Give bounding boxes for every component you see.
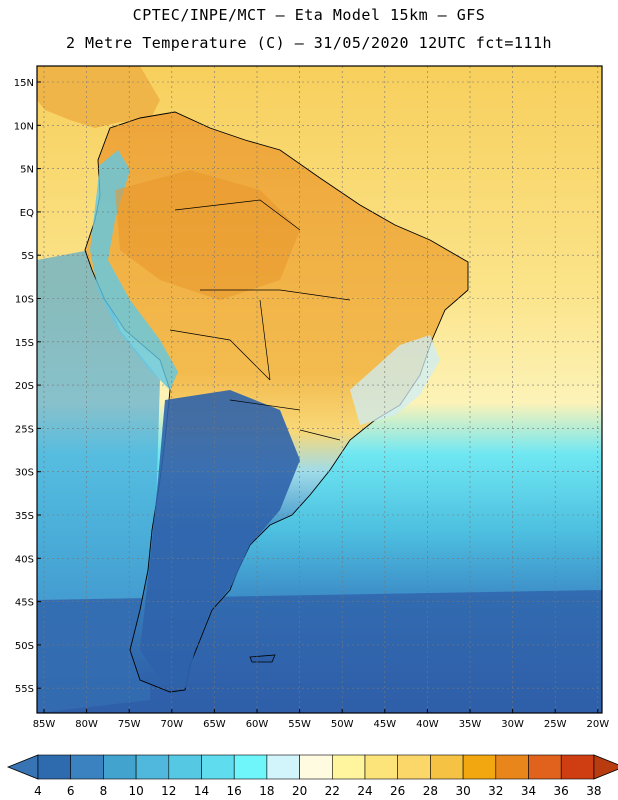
lat-label: 10S [15,295,34,306]
colorbar-tick-label: 16 [227,784,242,798]
colorbar-tick-label: 4 [34,784,42,798]
andes-cool-strip [90,150,178,390]
lat-label: 55S [15,684,34,695]
colorbar-segment [103,754,137,780]
patagonia-cold-region [140,390,300,688]
lon-label: 45W [373,719,396,730]
colorbar-segment [37,754,72,780]
colorbar-tick-label: 10 [128,784,143,798]
lat-label: 10N [14,121,34,132]
lon-label: 25W [544,719,567,730]
colorbar-high-arrow [593,754,618,780]
colorbar-tick-label: 38 [586,784,601,798]
colorbar-tick-label: 22 [325,784,340,798]
lat-label: 15N [14,78,34,89]
lat-label: 5S [21,251,34,262]
lon-label: 60W [246,719,269,730]
southeast-brazil-cool [350,335,440,425]
lon-label: 30W [501,719,524,730]
longitude-labels: 85W 80W 75W 70W 65W 60W 55W 50W 45W 40W 35W 30W 25W 2… [33,719,610,730]
colorbar-tick-label: 14 [194,784,209,798]
colorbar-labels: 4 6 8 10 12 14 16 18 20 22 24 26 28 30 32 34 36 38 [34,784,601,798]
colorbar-segment [397,754,431,780]
lon-label: 70W [160,719,183,730]
colorbar-segment [135,754,170,780]
amazon-warm-core [115,170,300,300]
country-borders [169,199,351,441]
lon-label: 85W [33,719,56,730]
colorbar-segment [70,754,104,780]
colorbar-segment [266,754,300,780]
lon-label: 80W [75,719,98,730]
colorbar-segment [168,754,202,780]
colorbar [6,754,618,780]
latitude-labels: 15N 10N 5N EQ 5S 10S 15S 20S 25S 30S 35S 40S 45S 50S 5… [14,78,34,695]
lat-label: 50S [15,641,34,652]
colorbar-tick-label: 34 [521,784,536,798]
lat-label: 15S [15,338,34,349]
southern-ocean-cold [37,590,602,713]
lon-label: 55W [288,719,311,730]
colorbar-segment [528,754,562,780]
lon-label: 50W [331,719,354,730]
colorbar-segment [430,754,464,780]
colorbar-tick-label: 12 [161,784,176,798]
lat-label: 25S [15,424,34,435]
colorbar-tick-label: 20 [292,784,307,798]
lon-label: 40W [416,719,439,730]
colorbar-tick-label: 6 [67,784,75,798]
colorbar-segment [364,754,399,780]
lon-label: 75W [118,719,141,730]
colorbar-segment [495,754,529,780]
colorbar-segment [201,754,235,780]
map-frame [36,65,603,714]
title-line-2: 2 Metre Temperature (C) – 31/05/2020 12U… [65,34,553,52]
lat-label: 40S [15,554,34,565]
lon-label: 35W [459,719,482,730]
colorbar-tick-label: 28 [423,784,438,798]
lon-label: 65W [203,719,226,730]
colorbar-low-arrow [6,754,39,780]
lat-label: 35S [15,511,34,522]
colorbar-segment [233,754,268,780]
colorbar-tick-label: 32 [488,784,503,798]
colorbar-tick-label: 24 [357,784,372,798]
colorbar-tick-label: 18 [259,784,274,798]
lat-label: 45S [15,598,34,609]
title-line-1: CPTEC/INPE/MCT – Eta Model 15km – GFS [132,6,486,24]
colorbar-segment [299,754,333,780]
lat-label: 5N [20,165,34,176]
lon-label: 20W [586,719,609,730]
colorbar-segment [331,754,366,780]
colorbar-segment [560,754,595,780]
colorbar-tick-label: 8 [100,784,108,798]
colorbar-segment [462,754,497,780]
lat-label: 20S [15,381,34,392]
lat-label: 30S [15,468,34,479]
graticule [37,66,602,713]
colorbar-tick-label: 36 [554,784,569,798]
colorbar-tick-label: 30 [455,784,470,798]
falkland-islands [249,654,276,663]
colorbar-tick-label: 26 [390,784,405,798]
lat-label: EQ [20,208,34,219]
